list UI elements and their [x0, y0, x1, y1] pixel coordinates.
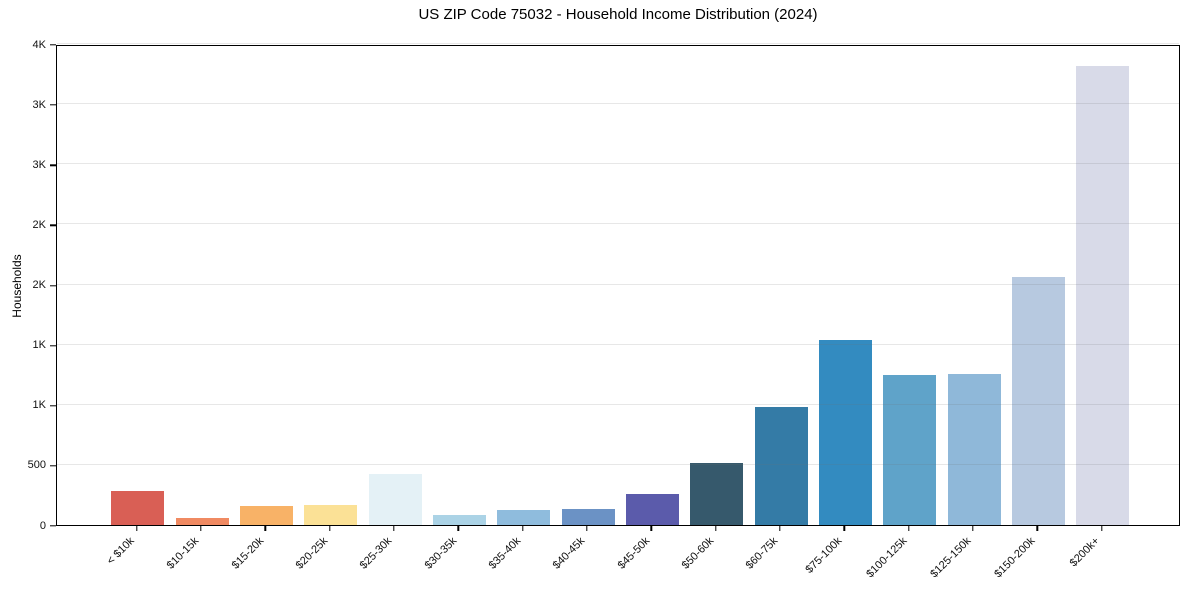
gridline-1000 — [57, 403, 1179, 405]
y-tick-mark — [50, 104, 56, 106]
y-tick-label: 2K — [32, 218, 46, 231]
bar-10k — [111, 491, 165, 525]
bar-20-25k — [304, 504, 358, 525]
gridline-500 — [57, 463, 1179, 465]
y-tick-mark — [50, 405, 56, 407]
bar-125-150k — [947, 374, 1001, 525]
x-tick-label: $100-125k — [863, 535, 910, 581]
x-tick-mark — [264, 526, 267, 531]
x-tick-mark — [521, 526, 524, 531]
y-tick-mark — [50, 44, 56, 46]
x-tick-mark — [586, 526, 588, 531]
x-tick-mark — [650, 526, 652, 531]
bar-25-30k — [368, 473, 422, 525]
y-tick-label: 500 — [27, 459, 46, 472]
gridline-2500 — [57, 223, 1179, 225]
x-tick-label: $40-45k — [550, 535, 588, 572]
gridline-3500 — [57, 103, 1179, 105]
bar-40-45k — [561, 508, 615, 525]
bar-150-200k — [1011, 276, 1065, 525]
y-tick-label: 3K — [32, 158, 46, 171]
y-tick-mark — [50, 344, 56, 347]
x-tick-mark — [907, 526, 910, 531]
x-tick-label: $20-25k — [293, 535, 331, 572]
y-tick-label: 0 — [39, 519, 46, 532]
x-tick-label: $35-40k — [486, 535, 524, 572]
x-tick-label: $200k+ — [1067, 535, 1103, 570]
y-tick-label: 3K — [32, 98, 46, 111]
x-tick-mark — [714, 526, 717, 531]
y-tick-mark — [50, 465, 56, 467]
y-tick-mark — [50, 224, 56, 227]
y-tick-mark — [50, 284, 56, 287]
bar-60-75k — [754, 406, 808, 525]
x-tick-label: $15-20k — [229, 535, 266, 572]
bar-100-125k — [883, 375, 937, 525]
x-tick-mark — [972, 526, 974, 531]
x-tick-mark — [328, 526, 331, 531]
y-tick-mark — [50, 525, 56, 527]
bar-35-40k — [497, 509, 551, 525]
bar-30-35k — [432, 514, 486, 525]
y-tick-label: 1K — [32, 339, 46, 352]
x-tick-mark — [843, 526, 845, 531]
x-tick-label: $50-60k — [679, 535, 717, 572]
x-tick-label: $10-15k — [164, 535, 202, 572]
x-tick-label: < $10k — [105, 535, 138, 568]
bar-15-20k — [239, 506, 293, 525]
x-tick-mark — [393, 526, 395, 531]
x-tick-label: $150-200k — [992, 535, 1038, 581]
gridline-2000 — [57, 283, 1179, 285]
x-tick-label: $45-50k — [615, 535, 652, 572]
gridline-4000 — [57, 43, 1179, 44]
x-tick-label: $30-35k — [422, 535, 459, 572]
bar-10-15k — [175, 517, 229, 525]
y-tick-label: 4K — [32, 38, 46, 51]
chart-title: US ZIP Code 75032 - Household Income Dis… — [418, 6, 818, 23]
x-tick-mark — [1036, 526, 1038, 531]
x-tick-mark — [779, 526, 781, 531]
bar-50-60k — [690, 463, 744, 525]
gridline-1500 — [57, 343, 1179, 345]
x-tick-label: $25-30k — [357, 535, 395, 572]
x-tick-label: $125-150k — [928, 535, 974, 581]
y-tick-mark — [50, 164, 56, 166]
y-tick-label: 1K — [32, 399, 46, 412]
x-tick-label: $75-100k — [803, 535, 845, 576]
y-tick-label: 2K — [32, 279, 46, 291]
x-tick-mark — [200, 526, 202, 531]
bar-200k+ — [1076, 66, 1130, 525]
x-tick-mark — [457, 526, 459, 531]
x-tick-mark — [1100, 526, 1103, 531]
bar-75-100k — [818, 340, 872, 525]
x-tick-label: $60-75k — [743, 535, 781, 572]
plot-area — [56, 43, 1180, 526]
x-tick-mark — [135, 526, 138, 531]
gridline-3000 — [57, 163, 1179, 165]
bar-45-50k — [625, 494, 679, 525]
